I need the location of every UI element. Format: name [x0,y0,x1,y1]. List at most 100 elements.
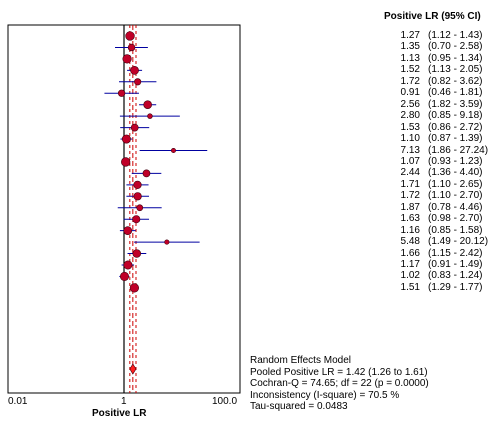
study-ci-label: (0.95 - 1.34) [428,52,483,64]
study-estimate-label: 1.87 [400,201,420,213]
x-tick-low: 0.01 [8,396,28,407]
study-6 [104,89,139,97]
reference-lines [123,25,137,393]
study-ci-label: (1.10 - 2.70) [428,190,483,202]
study-point [129,283,139,293]
study-12 [121,157,131,167]
study-point [130,123,139,132]
study-ci-label: (1.86 - 27.24) [428,144,489,156]
summary-line-model: Random Effects Model [250,355,351,366]
study-estimate-label: 1.72 [400,75,420,87]
study-estimate-label: 1.13 [400,52,420,64]
study-ci-label: (1.12 - 1.43) [428,30,483,41]
column-header: Positive LR (95% CI) [384,11,481,22]
x-axis-label: Positive LR [92,408,147,419]
study-point [123,260,133,270]
study-estimate-label: 1.27 [400,30,420,41]
study-point [143,100,152,109]
study-estimate-label: 1.52 [400,64,420,76]
study-ci-label: (0.70 - 2.58) [428,41,483,53]
study-point [133,180,142,189]
study-18 [119,226,136,235]
study-16 [117,204,162,212]
study-14 [126,180,149,189]
study-9 [120,123,150,132]
study-ci-label: (0.83 - 1.24) [428,270,483,282]
study-point [121,157,131,167]
study-ci-label: (0.86 - 2.72) [428,121,483,133]
study-1 [125,31,135,41]
study-point [130,65,139,75]
study-point [121,134,131,144]
study-8 [119,113,180,119]
summary-line-pooled: Pooled Positive LR = 1.42 (1.26 to 1.61) [250,366,428,378]
study-ci-label: (1.82 - 3.59) [428,98,483,110]
study-ci-label: (1.13 - 2.05) [428,64,483,76]
study-ci-label: (0.87 - 1.39) [428,133,483,145]
study-ci-label: (1.36 - 4.40) [428,167,483,179]
study-ci-label: (0.78 - 4.46) [428,201,483,213]
study-15 [126,192,150,201]
study-point [136,204,144,212]
study-estimate-label: 2.44 [400,167,420,179]
study-3 [122,54,132,64]
study-ci-label: (0.98 - 2.70) [428,213,483,225]
study-point [132,249,141,258]
study-estimate-label: 1.71 [400,178,420,190]
study-ci-label: (1.15 - 2.42) [428,247,483,259]
pooled-diamond [129,363,137,375]
study-estimate-label: 2.56 [400,98,420,110]
summary-line-cochran: Cochran-Q = 74.65; df = 22 (p = 0.0000) [250,378,429,390]
study-estimate-label: 2.80 [400,110,420,122]
study-22 [119,271,130,281]
study-point [133,192,142,201]
study-ci-label: (0.85 - 9.18) [428,110,483,122]
study-2 [115,43,148,52]
study-10 [120,134,133,144]
study-point [125,31,135,41]
study-11 [139,148,208,154]
study-estimate-label: 1.53 [400,121,420,133]
study-markers [104,31,208,375]
study-point [117,89,126,97]
study-ci-label: (1.29 - 1.77) [428,281,483,293]
study-point [132,215,141,224]
study-5 [119,78,157,86]
study-20 [127,249,147,258]
summary-line-inconsistency: Inconsistency (I-square) = 70.5 % [250,389,400,401]
study-estimate-label: 1.16 [400,224,420,236]
study-ci-label: (0.85 - 1.58) [428,224,483,236]
study-point [164,239,170,245]
study-estimate-label: 1.02 [400,270,420,282]
study-estimate-label: 1.63 [400,213,420,225]
study-ci-label: (0.82 - 3.62) [428,75,483,87]
x-tick-high: 100.0 [212,396,238,407]
study-point [170,148,176,154]
study-13 [131,169,162,178]
study-estimate-label: 1.72 [400,190,420,202]
study-estimate-label: 1.17 [400,259,420,270]
study-estimate-label: 7.13 [400,144,420,156]
study-point [122,54,132,64]
x-tick-mid: 1 [121,396,127,407]
study-17 [123,215,150,224]
study-point [147,113,153,119]
study-estimate-label: 5.48 [400,236,420,248]
summary-block: Random Effects Model Pooled Positive LR … [250,355,429,413]
study-7 [139,100,157,109]
study-point [127,43,136,52]
study-4 [127,65,143,75]
study-ci-label: (1.10 - 2.65) [428,178,483,190]
study-point [119,271,130,281]
summary-line-tau: Tau-squared = 0.0483 [250,401,348,413]
study-ci-label: (0.46 - 1.81) [428,87,483,99]
study-point [134,78,142,86]
study-21 [121,260,135,270]
study-estimate-label: 1.66 [400,247,420,259]
study-estimate-label: 1.07 [400,155,420,167]
study-19 [134,239,200,245]
study-point [123,226,133,235]
study-estimate-label: 1.35 [400,41,420,53]
study-point [142,169,151,178]
